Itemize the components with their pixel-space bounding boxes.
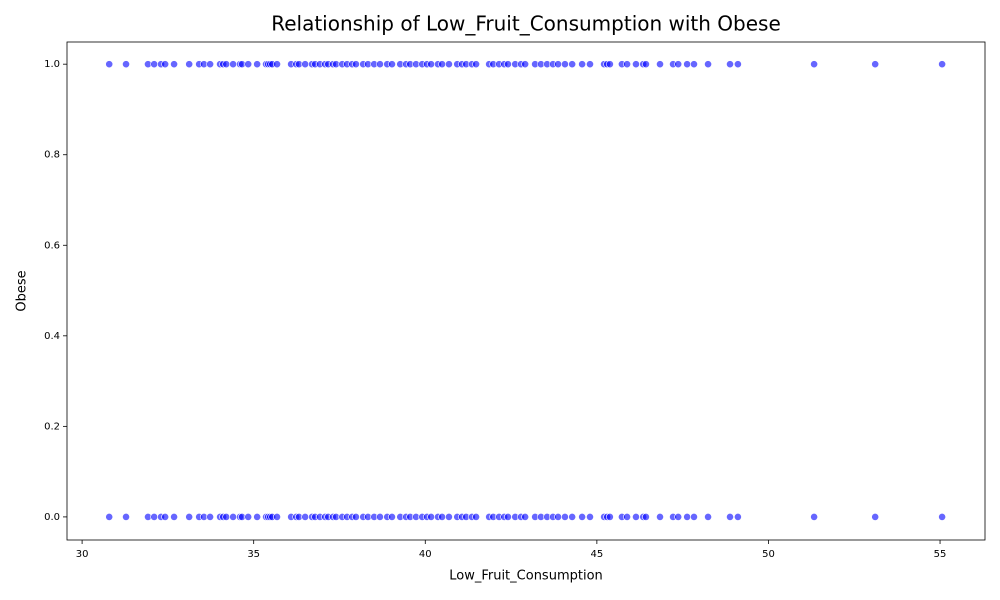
point	[632, 60, 640, 69]
point	[445, 60, 453, 69]
y-axis-label: Obese	[15, 270, 30, 311]
point	[185, 513, 194, 521]
point	[938, 60, 947, 69]
point	[938, 513, 947, 521]
point	[561, 60, 569, 69]
point	[521, 60, 530, 69]
point	[554, 513, 562, 521]
point	[472, 60, 480, 69]
point	[105, 513, 114, 521]
point	[726, 60, 734, 69]
y-tick-label: 0.0	[44, 512, 60, 523]
point	[690, 513, 698, 521]
point	[674, 60, 683, 69]
point	[726, 513, 734, 521]
point	[161, 60, 170, 69]
point	[521, 513, 530, 521]
point	[642, 513, 650, 521]
y-tick-label: 0.8	[44, 150, 60, 161]
point	[586, 513, 594, 521]
point	[222, 60, 231, 69]
point	[568, 513, 577, 521]
point	[273, 513, 281, 521]
point	[642, 60, 650, 69]
point	[105, 60, 114, 69]
point	[734, 513, 742, 521]
x-tick-label: 50	[762, 549, 775, 560]
point	[438, 60, 446, 69]
point	[674, 513, 683, 521]
point	[244, 513, 253, 521]
point	[578, 60, 587, 69]
point	[554, 60, 562, 69]
point	[683, 60, 692, 69]
point	[656, 513, 664, 521]
x-axis-label: Low_Fruit_Consumption	[449, 569, 603, 584]
point	[376, 60, 384, 69]
y-tick-label: 0.4	[44, 331, 60, 342]
point	[222, 513, 231, 521]
point	[586, 60, 594, 69]
point	[704, 513, 712, 521]
point	[206, 60, 215, 69]
point	[427, 513, 436, 521]
x-tick-label: 40	[419, 549, 432, 560]
point	[632, 513, 640, 521]
chart-title: Relationship of Low_Fruit_Consumption wi…	[271, 12, 781, 36]
point	[229, 513, 237, 521]
point	[301, 60, 310, 69]
y-tick-label: 0.2	[44, 421, 60, 432]
point	[161, 513, 170, 521]
point	[273, 60, 281, 69]
point	[229, 60, 237, 69]
point	[871, 60, 880, 69]
point	[810, 60, 818, 69]
point	[427, 60, 436, 69]
point	[504, 60, 512, 69]
point	[656, 60, 664, 69]
point	[253, 60, 262, 69]
point	[170, 513, 178, 521]
point	[472, 513, 480, 521]
point	[683, 513, 692, 521]
point	[623, 513, 631, 521]
point	[253, 513, 262, 521]
point	[623, 60, 631, 69]
point	[122, 513, 130, 521]
x-tick-label: 30	[76, 549, 89, 560]
point	[704, 60, 712, 69]
x-tick-label: 55	[934, 549, 947, 560]
y-tick-label: 1.0	[44, 59, 60, 70]
point	[150, 60, 159, 69]
point	[122, 60, 130, 69]
point	[301, 513, 310, 521]
point	[690, 60, 698, 69]
point	[150, 513, 159, 521]
x-tick-label: 45	[590, 549, 603, 560]
point	[578, 513, 587, 521]
plot-frame	[66, 41, 986, 541]
point	[734, 60, 742, 69]
point	[206, 513, 215, 521]
point	[170, 60, 178, 69]
point	[352, 513, 360, 521]
point	[810, 513, 818, 521]
point	[352, 60, 360, 69]
point	[244, 60, 253, 69]
point	[388, 60, 396, 69]
point	[445, 513, 453, 521]
point	[185, 60, 194, 69]
point	[438, 513, 446, 521]
point	[376, 513, 384, 521]
point	[504, 513, 512, 521]
point	[388, 513, 396, 521]
point	[871, 513, 880, 521]
point	[568, 60, 577, 69]
point	[606, 60, 614, 69]
point	[606, 513, 614, 521]
y-tick-label: 0.6	[44, 240, 60, 251]
x-tick-label: 35	[247, 549, 260, 560]
point	[561, 513, 569, 521]
